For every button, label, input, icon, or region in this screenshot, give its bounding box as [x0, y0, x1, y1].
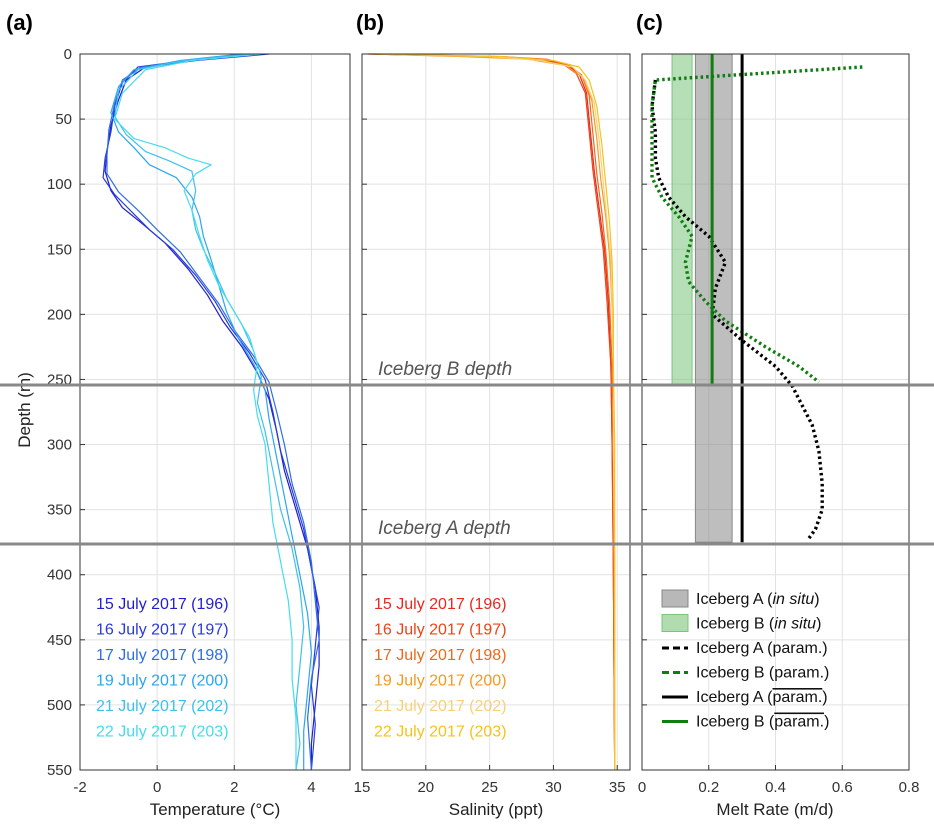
legend-entry: Iceberg A (param.) [696, 689, 828, 706]
y-tick-label: 350 [47, 502, 72, 519]
y-tick-label: 450 [47, 632, 72, 649]
x-tick-label: -2 [73, 779, 86, 796]
x-axis-label-c: Melt Rate (m/d) [716, 800, 833, 819]
legend-swatch [661, 589, 689, 608]
x-tick-label: 30 [545, 779, 562, 796]
series-line-3 [106, 53, 320, 771]
panel-b: (b) 15 20 25 30 35 Salinity (ppt) 15 July 20… [354, 10, 631, 819]
x-tick-label: 35 [609, 779, 626, 796]
x-axis-label-b: Salinity (ppt) [449, 800, 543, 819]
iceberg-depth-lines: Iceberg B depth Iceberg A depth [0, 359, 934, 546]
plot-a [102, 53, 320, 771]
x-tick-label: 20 [417, 779, 434, 796]
legend-c: Iceberg A (in situ) Iceberg B (in situ) Ic… [661, 589, 829, 731]
y-tick-label: 300 [47, 437, 72, 454]
series-line-6 [114, 53, 297, 770]
legend-entry: 19 July 2017 (200) [374, 673, 507, 690]
legend-entry: 19 July 2017 (200) [96, 673, 229, 690]
legend-entry: 17 July 2017 (198) [374, 647, 507, 664]
y-axis-label: Depth (m) [15, 372, 34, 448]
series-line-6 [387, 53, 616, 770]
panel-label-a: (a) [6, 10, 33, 35]
series-line-2 [102, 53, 320, 771]
legend-entry: 22 July 2017 (203) [374, 724, 507, 741]
panel-label-b: (b) [356, 10, 384, 35]
axes-box-a [79, 53, 351, 771]
y-tick-label: 400 [47, 567, 72, 584]
legend-entry: 15 July 2017 (196) [374, 596, 507, 613]
plot-b [368, 53, 616, 771]
legend-entry: Iceberg B (in situ) [696, 616, 821, 633]
melt-series-2 [650, 65, 863, 384]
legend-a: 15 July 2017 (196) 16 July 2017 (197) 17 J… [96, 596, 229, 741]
legend-entry: 21 July 2017 (202) [96, 698, 229, 715]
x-tick-label: 0 [638, 779, 646, 796]
panel-label-c: (c) [636, 10, 663, 35]
legend-entry: Iceberg B (param.) [696, 665, 829, 682]
y-tick-label: 100 [47, 176, 72, 193]
y-tick-label: 200 [47, 306, 72, 323]
x-axis-label-a: Temperature (°C) [150, 800, 281, 819]
legend-swatch [661, 614, 689, 632]
y-tick-label: 50 [55, 111, 72, 128]
legend-entry: Iceberg B (param.) [696, 714, 829, 731]
x-tick-label: 25 [481, 779, 498, 796]
y-tick-label: 0 [64, 46, 72, 63]
x-tick-label: 15 [354, 779, 371, 796]
axes-box-b [361, 53, 631, 771]
legend-entry: 21 July 2017 (202) [374, 698, 507, 715]
legend-entry: 17 July 2017 (198) [96, 647, 229, 664]
x-tick-label: 0.6 [832, 779, 853, 796]
x-tick-label: 0.2 [698, 779, 719, 796]
x-ticks-b: 15 20 25 30 35 [354, 779, 626, 796]
x-tick-label: 0 [153, 779, 161, 796]
legend-entry: Iceberg A (in situ) [696, 591, 820, 608]
x-tick-label: 0.4 [765, 779, 786, 796]
legend-entry: Iceberg A (param.) [696, 640, 828, 657]
x-tick-label: 0.8 [899, 779, 920, 796]
iceberg-b-depth-label: Iceberg B depth [378, 359, 512, 380]
y-tick-label: 550 [47, 762, 72, 779]
axes-box-c [641, 53, 910, 771]
iceberg-a-depth-label: Iceberg A depth [378, 518, 511, 539]
legend-entry: 15 July 2017 (196) [96, 596, 229, 613]
legend-entry: 22 July 2017 (203) [96, 724, 229, 741]
x-ticks-c: 0 0.2 0.4 0.6 0.8 [638, 779, 920, 796]
y-tick-label: 150 [47, 241, 72, 258]
in-situ-band-a [694, 53, 733, 543]
panel-c: (c) 0 0.2 0.4 0.6 0.8 Melt Rate (m/d) Iceber… [636, 10, 919, 819]
plot-c [650, 53, 863, 543]
x-ticks-a: -2 0 2 4 [73, 779, 315, 796]
series-line-4 [110, 53, 312, 770]
legend-b: 15 July 2017 (196) 16 July 2017 (197) 17 J… [374, 596, 507, 741]
legend-entry: 16 July 2017 (197) [374, 622, 507, 639]
y-tick-label: 500 [47, 697, 72, 714]
x-tick-label: 4 [307, 779, 315, 796]
series-line-5 [381, 53, 616, 770]
x-tick-label: 2 [230, 779, 238, 796]
legend-entry: 16 July 2017 (197) [96, 622, 229, 639]
